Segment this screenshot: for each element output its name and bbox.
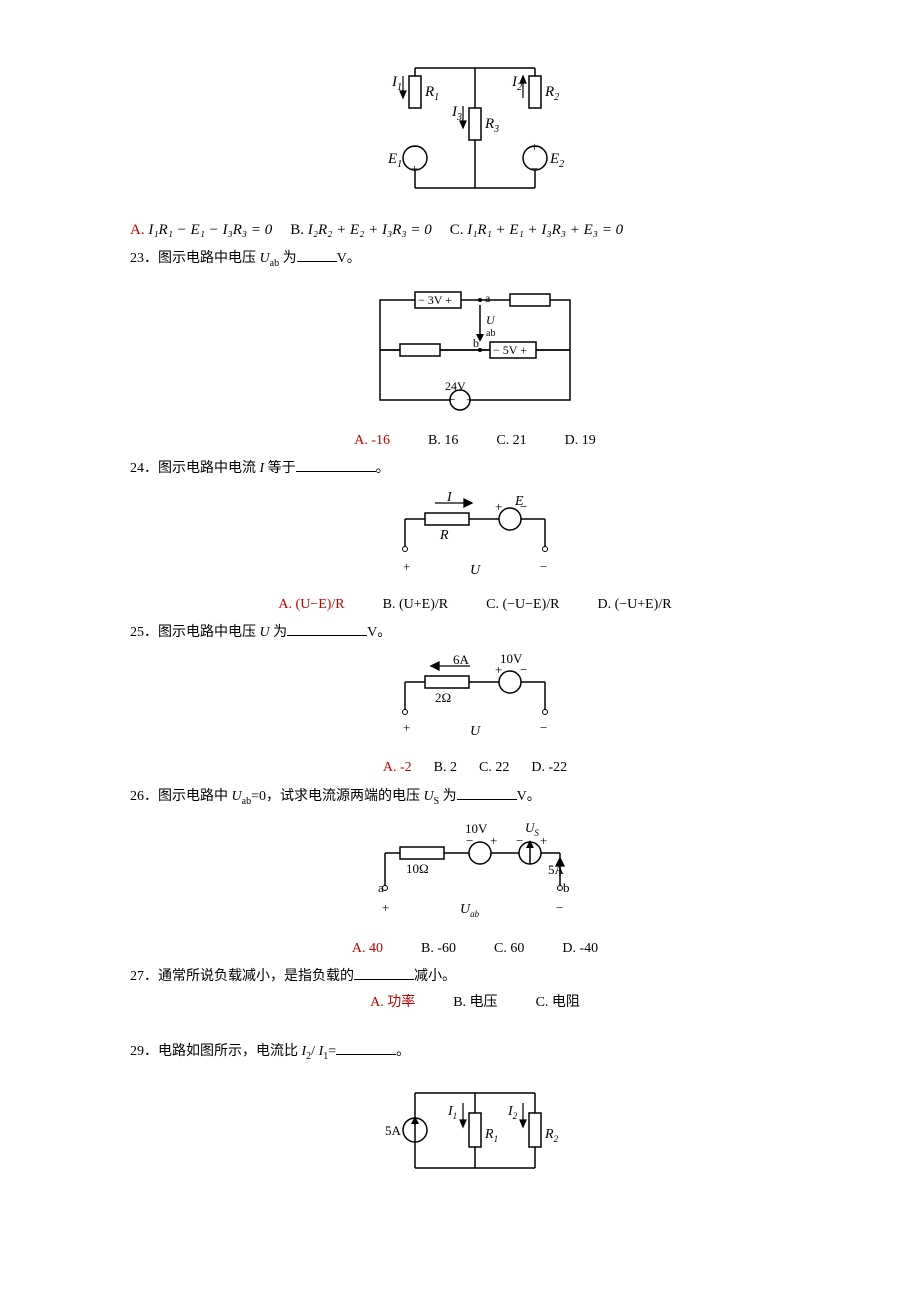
q26-A: A. 40	[352, 938, 383, 960]
q24-stem: 24．图示电路中电流 I 等于。	[130, 458, 820, 480]
svg-text:− 5V +: − 5V +	[493, 343, 527, 357]
svg-text:Uab: Uab	[460, 902, 480, 919]
q23-stem: 23．图示电路中电压 Uab 为V。	[130, 248, 820, 272]
svg-text:I1: I1	[391, 74, 402, 93]
q24-D: D. (−U+E)/R	[597, 594, 671, 616]
svg-text:US: US	[525, 820, 539, 838]
q29-circuit: 5A I1 R1 I2 R2	[130, 1073, 820, 1183]
q25-C: C. 22	[479, 757, 509, 779]
q23-circuit: − 3V + a U ab b − 5V + 24V −+	[130, 280, 820, 420]
q25-circuit: 6A 10V 2Ω U +− +−	[130, 652, 820, 747]
svg-text:+: +	[382, 900, 389, 915]
q25-D: D. -22	[531, 757, 567, 779]
svg-text:24V: 24V	[445, 379, 466, 393]
svg-text:+: +	[403, 559, 410, 574]
svg-text:E1: E1	[387, 151, 402, 170]
svg-text:5A: 5A	[385, 1123, 402, 1138]
svg-text:6A: 6A	[453, 652, 470, 667]
svg-text:−: −	[540, 720, 547, 735]
svg-text:R3: R3	[484, 116, 499, 135]
q23-D: D. 19	[565, 430, 596, 452]
q29-stem: 29．电路如图所示，电流比 I2/ I1=。	[130, 1041, 820, 1065]
svg-text:I2: I2	[511, 74, 522, 93]
svg-text:+: +	[495, 662, 502, 677]
svg-text:E2: E2	[549, 151, 564, 170]
svg-text:b: b	[563, 880, 570, 895]
svg-text:−: −	[516, 833, 523, 848]
q26-B: B. -60	[421, 938, 456, 960]
svg-text:−: −	[448, 392, 455, 407]
svg-text:U: U	[486, 313, 496, 327]
q24-B: B. (U+E)/R	[383, 594, 448, 616]
q22-options: A. I₁R₁ − E₁ − I₃R₃ = 0 B. I₂R₂ + E₂ + I…	[130, 218, 820, 242]
svg-text:a: a	[485, 291, 491, 305]
q22-optA-eq: I₁R₁ − E₁ − I₃R₃ = 0	[148, 222, 272, 238]
svg-text:− 3V +: − 3V +	[418, 293, 452, 307]
q22-optC-eq: I₁R₁ + E₁ + I₃R₃ + E₃ = 0	[467, 222, 623, 238]
q27-B: B. 电压	[453, 992, 497, 1014]
svg-text:I3: I3	[451, 104, 462, 123]
q23-B: B. 16	[428, 430, 458, 452]
q26-stem: 26．图示电路中 Uab=0，试求电流源两端的电压 US 为V。	[130, 786, 820, 810]
q22-optA-label: A.	[130, 222, 145, 238]
q22-optB-eq: I₂R₂ + E₂ + I₃R₃ = 0	[308, 222, 432, 238]
svg-text:R1: R1	[484, 1127, 498, 1144]
svg-text:I2: I2	[507, 1104, 518, 1121]
q26-C: C. 60	[494, 938, 524, 960]
svg-text:−: −	[540, 559, 547, 574]
svg-text:+: +	[540, 833, 547, 848]
svg-text:+: +	[490, 833, 497, 848]
svg-text:b: b	[473, 336, 479, 350]
q24-options: A. (U−E)/R B. (U+E)/R C. (−U−E)/R D. (−U…	[130, 594, 820, 616]
svg-text:−: −	[556, 900, 563, 915]
svg-text:2Ω: 2Ω	[435, 690, 451, 705]
q24-circuit: I E R U +− +−	[130, 489, 820, 584]
svg-text:+: +	[411, 161, 418, 176]
svg-text:R2: R2	[544, 84, 559, 103]
q23-A: A. -16	[354, 430, 390, 452]
svg-text:U: U	[470, 563, 481, 578]
q23-options: A. -16 B. 16 C. 21 D. 19	[130, 430, 820, 452]
q24-A: A. (U−E)/R	[278, 594, 344, 616]
svg-text:+: +	[466, 392, 473, 407]
svg-text:U: U	[470, 724, 481, 739]
q22-circuit: I1 R1 I3 R3 I2 R2 E1 E2 − + + −	[130, 48, 820, 208]
q27-stem: 27．通常所说负载减小，是指负载的减小。	[130, 966, 820, 988]
q25-stem: 25．图示电路中电压 U 为V。	[130, 622, 820, 644]
svg-text:R1: R1	[424, 84, 439, 103]
q25-B: B. 2	[434, 757, 457, 779]
svg-text:R2: R2	[544, 1127, 559, 1144]
svg-text:+: +	[403, 720, 410, 735]
svg-text:ab: ab	[486, 328, 495, 339]
svg-text:−: −	[520, 499, 527, 514]
q23-C: C. 21	[496, 430, 526, 452]
q27-C: C. 电阻	[536, 992, 580, 1014]
svg-text:10Ω: 10Ω	[406, 861, 429, 876]
svg-text:−: −	[411, 139, 418, 154]
svg-text:−: −	[531, 161, 538, 176]
svg-text:I1: I1	[447, 1104, 457, 1121]
svg-text:R: R	[439, 528, 449, 543]
q24-C: C. (−U−E)/R	[486, 594, 559, 616]
q26-circuit: 10V US 10Ω a b 5A Uab −+ −+ +−	[130, 818, 820, 928]
q25-options: A. -2 B. 2 C. 22 D. -22	[130, 757, 820, 779]
svg-text:+: +	[531, 139, 538, 154]
q27-options: A. 功率 B. 电压 C. 电阻	[130, 992, 820, 1014]
svg-text:−: −	[466, 833, 473, 848]
q25-A: A. -2	[383, 757, 412, 779]
svg-text:−: −	[520, 662, 527, 677]
q22-optC-label: C.	[450, 222, 464, 238]
svg-text:+: +	[495, 499, 502, 514]
q26-options: A. 40 B. -60 C. 60 D. -40	[130, 938, 820, 960]
q22-optB-label: B.	[290, 222, 304, 238]
q27-A: A. 功率	[370, 992, 415, 1014]
q26-D: D. -40	[562, 938, 598, 960]
